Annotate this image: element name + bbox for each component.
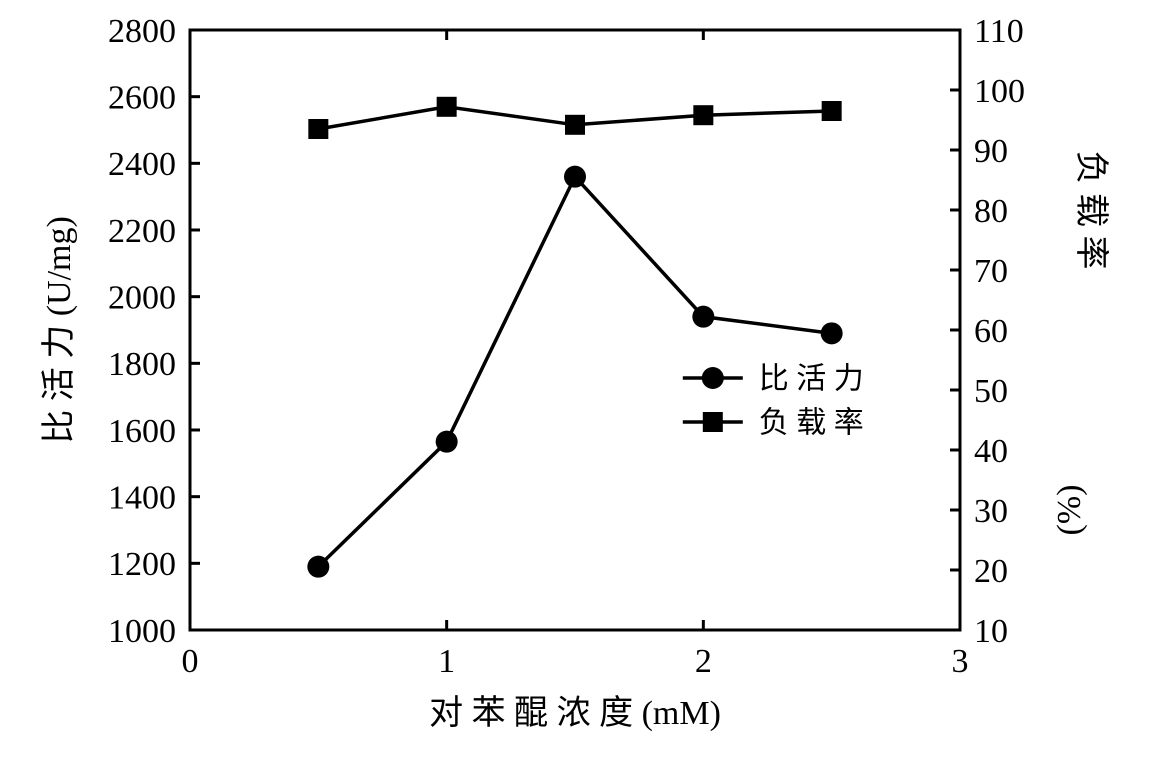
series-marker-1 [565,115,585,135]
series-marker-0 [436,431,458,453]
y-left-tick-label: 1600 [108,413,176,450]
legend-marker-icon [703,412,723,432]
y-right-tick-label: 40 [974,433,1008,470]
y-right-tick-label: 10 [974,613,1008,650]
y-left-tick-label: 2000 [108,280,176,317]
legend-label: 比 活 力 [759,363,864,396]
series-marker-1 [693,105,713,125]
series-marker-1 [308,119,328,139]
y-right-tick-label: 50 [974,373,1008,410]
y-right-tick-label: 100 [974,73,1025,110]
x-tick-label: 3 [952,643,969,680]
series-marker-0 [564,166,586,188]
series-marker-0 [307,556,329,578]
y-left-tick-label: 1000 [108,613,176,650]
y-left-axis-label: 比 活 力 (U/mg) [40,216,78,444]
y-right-tick-label: 70 [974,253,1008,290]
legend-marker-icon [702,367,724,389]
y-left-tick-label: 1200 [108,546,176,583]
x-tick-label: 1 [438,643,455,680]
x-tick-label: 0 [182,643,199,680]
y-right-axis-label-cjk: 负 载 率 [1072,151,1110,270]
series-marker-1 [437,97,457,117]
y-right-tick-label: 110 [974,13,1024,50]
legend-label: 负 载 率 [759,407,864,440]
chart-svg: 0 1 2 3 对 苯 醌 浓 度 (mM) 1000 1200 1400 1600 1800 20… [0,0,1152,763]
y-left-tick-label: 1800 [108,346,176,383]
series-marker-1 [822,101,842,121]
y-right-tick-label: 20 [974,553,1008,590]
y-left-tick-label: 2400 [108,146,176,183]
y-left-tick-label: 2600 [108,80,176,117]
y-left-tick-label: 2200 [108,213,176,250]
y-right-axis-label-pct: (%) [1051,485,1088,536]
y-right-tick-label: 30 [974,493,1008,530]
chart-container: 0 1 2 3 对 苯 醌 浓 度 (mM) 1000 1200 1400 1600 1800 20… [0,0,1152,763]
y-right-tick-label: 90 [974,133,1008,170]
y-right-tick-label: 60 [974,313,1008,350]
x-axis-label: 对 苯 醌 浓 度 (mM) [429,694,721,732]
y-left-tick-label: 1400 [108,480,176,517]
series-marker-0 [692,306,714,328]
y-left-tick-label: 2800 [108,13,176,50]
y-right-tick-label: 80 [974,193,1008,230]
x-tick-label: 2 [695,643,712,680]
series-marker-0 [821,322,843,344]
